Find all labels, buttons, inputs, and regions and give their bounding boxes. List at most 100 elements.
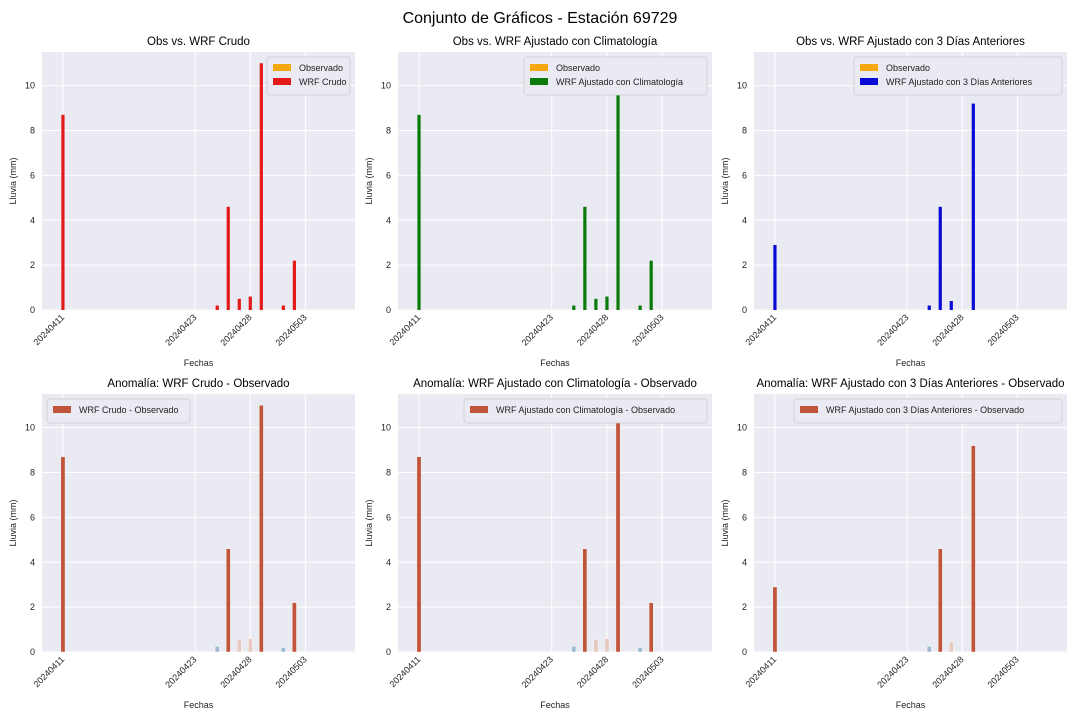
legend: Observado WRF Crudo: [266, 56, 351, 96]
y-axis-label: Lluvia (mm): [364, 499, 374, 546]
x-tick-label: 20240428: [930, 654, 965, 689]
legend-swatch: [470, 406, 488, 413]
y-tick-label: 0: [386, 647, 391, 657]
bar: [971, 445, 976, 653]
y-tick-label: 8: [386, 468, 391, 478]
y-tick-label: 8: [30, 468, 35, 478]
y-tick-label: 0: [30, 647, 35, 657]
bar: [292, 260, 296, 310]
x-tick-label: 20240423: [163, 654, 198, 689]
bar: [259, 405, 264, 653]
y-tick-label: 10: [381, 81, 391, 91]
legend-box: [463, 398, 708, 424]
y-tick-label: 0: [30, 305, 35, 315]
y-tick-label: 4: [30, 557, 35, 567]
x-tick-label: 20240423: [520, 312, 555, 347]
x-tick-label: 20240503: [273, 654, 308, 689]
legend-label: WRF Ajustado con Climatología: [556, 77, 683, 87]
y-tick-label: 6: [386, 512, 391, 522]
legend: WRF Ajustado con Climatología - Observad…: [463, 398, 708, 424]
bar: [593, 639, 599, 653]
panel-title: Obs vs. WRF Ajustado con 3 Días Anterior…: [796, 36, 1025, 48]
x-tick-label: 20240423: [520, 654, 555, 689]
legend-label: Observado: [556, 63, 600, 73]
bar: [281, 305, 285, 310]
bar: [572, 305, 576, 310]
x-tick-label: 20240411: [388, 654, 423, 689]
bar: [60, 456, 66, 653]
legend: Observado WRF Ajustado con Climatología: [523, 56, 708, 96]
bar: [938, 206, 942, 310]
bar: [971, 103, 975, 310]
legend-swatch: [273, 78, 291, 85]
bar: [226, 206, 230, 310]
legend-swatch: [530, 64, 548, 71]
bar: [247, 638, 253, 653]
y-tick-label: 2: [30, 602, 35, 612]
bar: [948, 641, 954, 653]
x-tick-label: 20240411: [743, 654, 778, 689]
y-tick-label: 4: [386, 557, 391, 567]
x-axis-label: Fechas: [540, 700, 570, 710]
bar: [571, 646, 577, 653]
bar: [927, 305, 931, 310]
bar: [926, 646, 932, 653]
panel-title: Obs vs. WRF Ajustado con Climatología: [453, 36, 658, 48]
x-axis-label: Fechas: [184, 358, 214, 368]
x-axis-label: Fechas: [896, 700, 926, 710]
bar: [937, 548, 943, 653]
legend-label: WRF Ajustado con Climatología - Observad…: [496, 405, 675, 415]
y-tick-label: 4: [30, 215, 35, 225]
legend-box: [853, 56, 1063, 96]
bar: [292, 602, 297, 653]
y-tick-label: 2: [386, 260, 391, 270]
bar: [417, 114, 421, 311]
legend-swatch: [800, 406, 818, 413]
y-tick-label: 0: [386, 305, 391, 315]
figure-title: Conjunto de Gráficos - Estación 69729: [402, 10, 678, 27]
x-tick-label: 20240503: [630, 312, 665, 347]
y-tick-label: 2: [742, 260, 747, 270]
legend-label: WRF Ajustado con 3 Días Anteriores: [886, 77, 1033, 87]
legend-swatch: [273, 64, 291, 71]
y-tick-label: 6: [30, 512, 35, 522]
y-tick-label: 0: [742, 305, 747, 315]
y-tick-label: 4: [742, 215, 747, 225]
bar: [594, 298, 598, 310]
panel-title: Anomalía: WRF Crudo - Observado: [107, 378, 289, 390]
bar: [638, 305, 642, 310]
x-tick-label: 20240428: [930, 312, 965, 347]
x-axis-label: Fechas: [184, 700, 214, 710]
x-tick-label: 20240411: [743, 312, 778, 347]
bar: [772, 586, 778, 653]
y-tick-label: 0: [742, 647, 747, 657]
bar: [604, 638, 610, 653]
bar: [214, 646, 220, 653]
x-tick-label: 20240423: [875, 654, 910, 689]
x-tick-label: 20240428: [575, 654, 610, 689]
y-tick-label: 10: [737, 423, 747, 433]
legend-swatch: [860, 78, 878, 85]
x-tick-label: 20240423: [163, 312, 198, 347]
x-tick-label: 20240411: [31, 312, 66, 347]
y-axis-label: Lluvia (mm): [8, 499, 18, 546]
bar: [416, 456, 422, 653]
bar: [616, 63, 620, 310]
legend-box: [46, 398, 191, 424]
y-tick-label: 8: [30, 126, 35, 136]
plot-background: [754, 394, 1067, 652]
y-tick-label: 2: [30, 260, 35, 270]
y-tick-label: 8: [742, 126, 747, 136]
y-tick-label: 10: [381, 423, 391, 433]
y-tick-label: 4: [386, 215, 391, 225]
bar: [949, 301, 953, 310]
bar: [605, 296, 609, 310]
y-tick-label: 10: [25, 81, 35, 91]
legend-swatch: [860, 64, 878, 71]
x-tick-label: 20240428: [218, 654, 253, 689]
x-axis-label: Fechas: [540, 358, 570, 368]
x-tick-label: 20240503: [630, 654, 665, 689]
bar: [637, 647, 643, 653]
legend-swatch: [530, 78, 548, 85]
